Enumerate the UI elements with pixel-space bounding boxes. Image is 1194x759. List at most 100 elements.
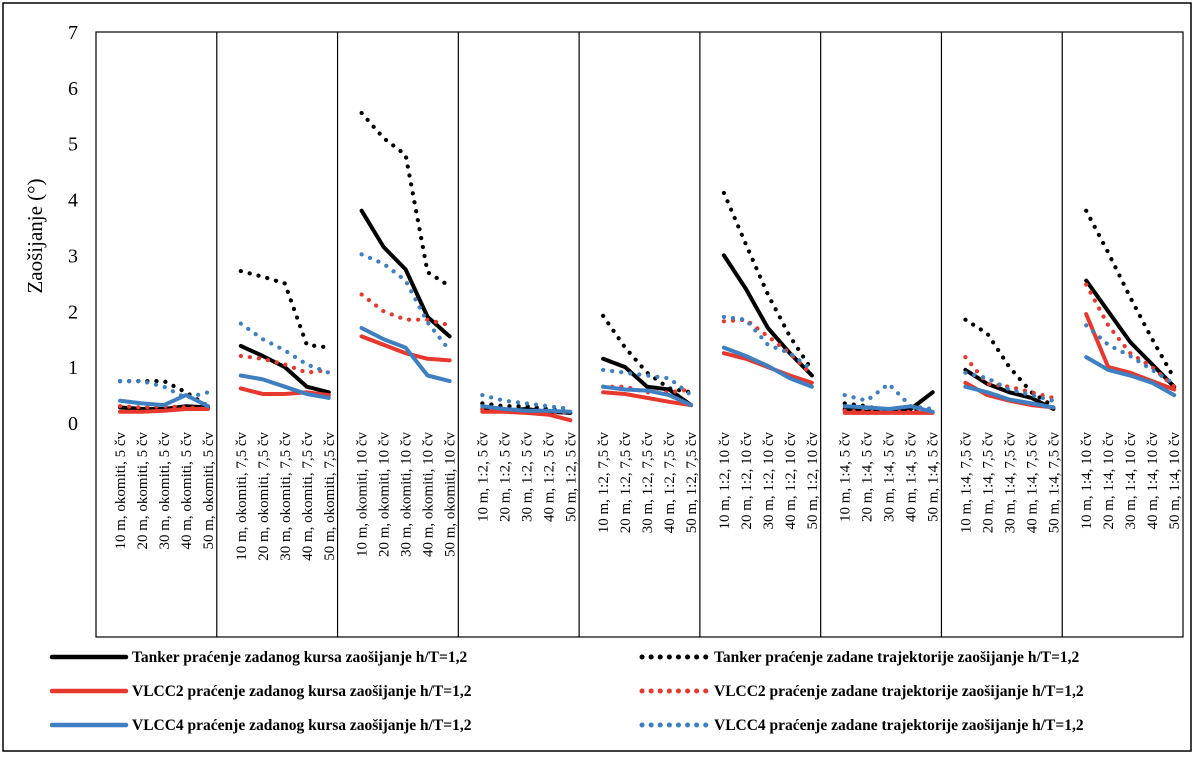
series-line-6-group-4 [480, 393, 573, 412]
x-tick-label: 30 m, 1:2, 5 čv [519, 432, 535, 522]
y-tick-label: 4 [68, 190, 78, 212]
x-tick-label: 10 m, okomiti, 5 čv [113, 432, 129, 550]
series-line-4-group-7 [842, 408, 935, 415]
y-axis-label: Zaošijanje (°) [23, 178, 47, 293]
series-line-6-group-2 [238, 321, 331, 375]
series-line-2-group-6 [721, 190, 815, 372]
x-tick-label: 30 m, okomiti, 10 čv [399, 432, 415, 557]
series-line-6-group-7 [842, 381, 935, 412]
x-tick-label: 50 m, okomiti, 5 čv [201, 432, 217, 550]
x-tick-label: 50 m, 1:4, 10 čv [1167, 432, 1183, 530]
x-tick-label: 20 m, 1:2, 5 čv [497, 432, 513, 522]
series-line-2-group-1 [117, 379, 211, 409]
x-tick-label: 40 m, 1:4, 5 čv [904, 432, 920, 522]
x-tick-label: 20 m, 1:4, 10 čv [1101, 432, 1117, 530]
series-line-2-group-2 [238, 269, 331, 350]
x-tick-label: 20 m, okomiti, 5 čv [135, 432, 151, 550]
plot-frame [95, 31, 1184, 638]
x-tick-label: 40 m, 1:4, 10 čv [1145, 432, 1161, 530]
x-tick-label: 50 m, 1:2, 7,5 čv [684, 432, 700, 534]
series-line-3-group-9 [1084, 312, 1177, 392]
x-tick-label: 50 m, okomiti, 10 čv [443, 432, 459, 557]
x-tick-label: 20 m, 1:4, 5 čv [860, 432, 876, 522]
x-tick-label: 30 m, okomiti, 7,5 čv [278, 432, 294, 561]
x-tick-label: 10 m, okomiti, 10 čv [355, 432, 371, 557]
x-tick-label: 10 m, 1:2, 5 čv [475, 432, 491, 522]
series-line-1-group-6 [721, 253, 814, 378]
series-line-5-group-8 [963, 384, 1056, 410]
legend-entry-3: VLCC2 praćenje zadanog kursa zaošijanje … [132, 683, 472, 700]
legend-entry-6: VLCC4 praćenje zadane trajektorije zaoši… [714, 717, 1084, 734]
series-line-6-group-6 [721, 314, 815, 372]
legend-entry-2: Tanker praćenje zadane trajektorije zaoš… [714, 649, 1080, 666]
y-tick-label: 0 [68, 413, 78, 435]
x-tick-label: 50 m, 1:2, 10 čv [805, 432, 821, 530]
x-tick-label: 30 m, 1:2, 7,5 čv [640, 432, 656, 534]
series-line-5-group-4 [480, 404, 573, 414]
series-line-4-group-2 [238, 353, 331, 375]
series-line-1-group-9 [1084, 278, 1177, 389]
series-line-2-group-8 [963, 317, 1056, 409]
x-tick-label: 20 m, okomiti, 7,5 čv [256, 432, 272, 561]
series-line-1-group-8 [963, 367, 1056, 411]
x-tick-label: 10 m, 1:2, 10 čv [717, 432, 733, 530]
x-tick-label: 30 m, 1:4, 5 čv [882, 432, 898, 522]
x-tick-label: 20 m, okomiti, 10 čv [377, 432, 393, 557]
series-line-6-group-8 [963, 370, 1056, 403]
y-tick-label: 2 [68, 301, 78, 323]
y-tick-label: 3 [68, 245, 78, 267]
y-tick-label: 7 [68, 22, 78, 44]
series-line-6-group-9 [1084, 323, 1177, 386]
x-tick-label: 50 m, 1:2, 5 čv [563, 432, 579, 522]
series-line-5-group-5 [601, 384, 694, 408]
y-tick-label: 5 [68, 134, 78, 156]
series-line-3-group-5 [601, 390, 694, 408]
x-tick-label: 40 m, 1:2, 10 čv [783, 432, 799, 530]
y-tick-label: 6 [68, 78, 78, 100]
series-line-5-group-1 [118, 393, 210, 409]
series-line-6-group-3 [359, 252, 452, 353]
x-tick-label: 40 m, 1:2, 7,5 čv [662, 432, 678, 534]
series-line-4-group-9 [1084, 282, 1177, 389]
x-tick-label: 50 m, okomiti, 7,5 čv [322, 432, 338, 561]
series-line-1-group-5 [601, 356, 694, 408]
x-tick-label: 10 m, 1:2, 7,5 čv [596, 432, 612, 534]
series-line-2-group-3 [359, 110, 452, 289]
legend-entry-4: VLCC2 praćenje zadane trajektorije zaoši… [714, 683, 1084, 700]
series-line-5-group-6 [721, 345, 814, 389]
series-line-6-group-5 [600, 367, 694, 398]
series-line-6-group-1 [117, 379, 211, 400]
x-tick-label: 10 m, 1:4, 5 čv [838, 432, 854, 522]
x-tick-label: 40 m, okomiti, 10 čv [421, 432, 437, 557]
x-tick-label: 20 m, 1:2, 10 čv [739, 432, 755, 530]
series-line-4-group-3 [359, 292, 452, 328]
series-line-1-group-2 [238, 343, 331, 395]
x-tick-label: 30 m, okomiti, 5 čv [157, 432, 173, 550]
series-line-5-group-9 [1084, 355, 1177, 398]
x-tick-label: 10 m, 1:4, 10 čv [1079, 432, 1095, 530]
series-line-2-group-5 [600, 313, 694, 395]
series-line-5-group-2 [238, 373, 331, 400]
x-tick-label: 30 m, 1:4, 10 čv [1123, 432, 1139, 530]
series-line-3-group-3 [359, 334, 452, 363]
x-tick-label: 50 m, 1:4, 5 čv [926, 432, 942, 522]
x-tick-label: 50 m, 1:4, 7,5 čv [1046, 432, 1062, 534]
series-line-5-group-3 [359, 326, 452, 384]
series-line-3-group-2 [238, 386, 331, 398]
x-tick-label: 10 m, 1:4, 7,5 čv [958, 432, 974, 534]
x-tick-label: 40 m, 1:4, 7,5 čv [1024, 432, 1040, 534]
x-tick-label: 30 m, 1:2, 10 čv [761, 432, 777, 530]
y-tick-label: 1 [68, 357, 78, 379]
x-tick-label: 10 m, okomiti, 7,5 čv [234, 432, 250, 561]
legend-entry-1: Tanker praćenje zadanog kursa zaošijanje… [132, 649, 467, 666]
x-tick-label: 40 m, 1:2, 5 čv [541, 432, 557, 522]
legend-entry-5: VLCC4 praćenje zadanog kursa zaošijanje … [132, 717, 472, 734]
x-tick-label: 20 m, 1:4, 7,5 čv [980, 432, 996, 534]
x-tick-label: 20 m, 1:2, 7,5 čv [618, 432, 634, 534]
x-tick-label: 40 m, okomiti, 7,5 čv [300, 432, 316, 561]
x-tick-label: 40 m, okomiti, 5 čv [179, 432, 195, 550]
x-tick-label: 30 m, 1:4, 7,5 čv [1002, 432, 1018, 534]
